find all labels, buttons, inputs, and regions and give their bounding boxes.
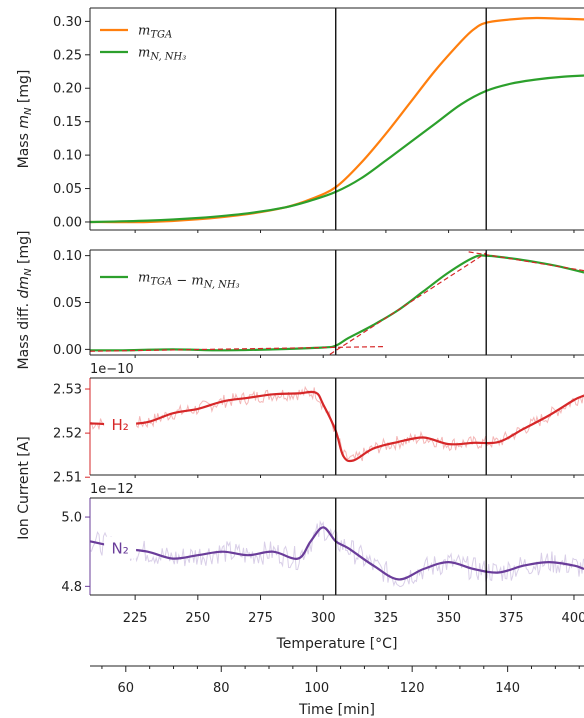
raw-trace xyxy=(90,520,584,588)
y-tick-label: 2.51 xyxy=(53,471,82,486)
y-tick-label: 2.52 xyxy=(53,427,82,442)
legend: mTGA − mN, NH₃ xyxy=(100,271,240,291)
fit-line-2 xyxy=(468,251,584,272)
series-line-0 xyxy=(90,254,584,352)
time-tick-label: 120 xyxy=(400,681,425,696)
panel-n2: 4.8 5.0 1e−12 xyxy=(61,482,584,600)
y-tick-label: 0.15 xyxy=(53,115,82,130)
y-tick-label: 0.10 xyxy=(53,149,82,164)
y-tick-label: 0.00 xyxy=(53,343,82,358)
x-tick-label: 225 xyxy=(123,611,148,626)
panel-mass-diff: 0.00 0.05 0.10 xyxy=(53,249,584,358)
offset-label: 1e−12 xyxy=(90,482,134,497)
x-axis-label: Temperature [°C] xyxy=(276,636,398,652)
raw-trace xyxy=(90,385,584,462)
y-tick-label: 0.10 xyxy=(53,249,82,264)
y-tick-label: 5.0 xyxy=(61,511,82,526)
plot-area xyxy=(90,16,584,224)
x-tick-label: 400 xyxy=(562,611,584,626)
x-tick-label: 275 xyxy=(248,611,273,626)
series-inline-label: N₂ xyxy=(111,540,128,558)
label-bg xyxy=(104,413,137,436)
time-axis-label: Time [min] xyxy=(298,702,375,718)
time-tick-label: 140 xyxy=(495,681,520,696)
label-bg xyxy=(104,536,137,559)
offset-label: 1e−10 xyxy=(90,362,134,377)
x-tick-label: 350 xyxy=(436,611,461,626)
plot-area xyxy=(90,520,584,588)
y-tick-label: 2.53 xyxy=(53,383,82,398)
series-inline-label: H₂ xyxy=(111,416,128,434)
y-axis-label-mass-diff: Mass diff. dmN [mg] xyxy=(16,231,34,370)
time-tick-label: 80 xyxy=(213,681,230,696)
legend-label: mN, NH₃ xyxy=(138,46,186,63)
panel-h2: 2.51 2.52 2.53 1e−10 xyxy=(53,362,584,486)
y-axis-label-ion: Ion Current [A] xyxy=(16,436,32,540)
y-tick-label: 0.30 xyxy=(53,15,82,30)
legend-label: mTGA xyxy=(138,24,172,41)
y-tick-label: 0.05 xyxy=(53,296,82,311)
legend: mTGA mN, NH₃ xyxy=(100,24,186,63)
plot-area xyxy=(90,385,584,463)
x-tick-label: 250 xyxy=(185,611,210,626)
x-tick-label: 375 xyxy=(499,611,524,626)
fit-line-1 xyxy=(327,252,487,355)
x-tick-label: 300 xyxy=(311,611,336,626)
y-tick-label: 4.8 xyxy=(61,580,82,595)
legend-label: mTGA − mN, NH₃ xyxy=(138,271,240,291)
series-line-0 xyxy=(90,390,584,463)
y-tick-label: 0.25 xyxy=(53,48,82,63)
y-tick-label: 0.00 xyxy=(53,215,82,230)
plot-area xyxy=(90,251,584,355)
series-line-1 xyxy=(90,74,584,224)
time-tick-label: 100 xyxy=(304,681,329,696)
x-tick-label: 325 xyxy=(373,611,398,626)
panel-mass: 0.00 0.05 0.10 0.15 0.20 0.25 0.30 xyxy=(53,7,584,233)
y-axis-label-mass: Mass mN [mg] xyxy=(16,70,34,169)
time-tick-label: 60 xyxy=(118,681,135,696)
y-tick-label: 0.05 xyxy=(53,182,82,197)
y-tick-label: 0.20 xyxy=(53,82,82,97)
fit-line-0 xyxy=(90,345,386,352)
